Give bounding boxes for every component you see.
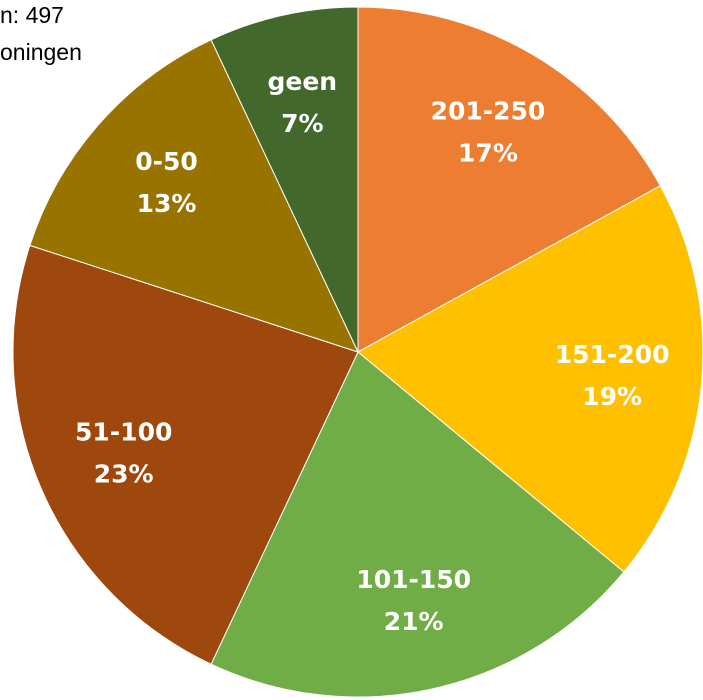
slice-category-label: 151-200 bbox=[555, 340, 670, 369]
pie-slice bbox=[12, 244, 359, 665]
slice-value-label: 17% bbox=[458, 138, 518, 167]
pie-slice bbox=[357, 6, 662, 353]
slice-category-label: 0-50 bbox=[135, 147, 198, 176]
pie-slice bbox=[210, 6, 359, 353]
slice-category-label: geen bbox=[268, 67, 338, 96]
pie-slice bbox=[357, 185, 703, 573]
slice-value-label: 19% bbox=[582, 382, 642, 411]
slice-value-label: 13% bbox=[137, 189, 197, 218]
pie-slice bbox=[29, 39, 359, 353]
subtitle-line: oningen bbox=[0, 39, 82, 65]
pie-slice bbox=[210, 351, 625, 698]
slice-category-label: 101-150 bbox=[356, 565, 471, 594]
slice-value-label: 21% bbox=[384, 607, 444, 636]
slice-category-label: 201-250 bbox=[431, 96, 546, 125]
slice-value-label: 7% bbox=[281, 109, 323, 138]
pie bbox=[12, 6, 703, 698]
slice-category-label: 51-100 bbox=[75, 417, 172, 446]
subtitle-line: n: 497 bbox=[0, 2, 64, 28]
slice-value-label: 23% bbox=[94, 459, 154, 488]
